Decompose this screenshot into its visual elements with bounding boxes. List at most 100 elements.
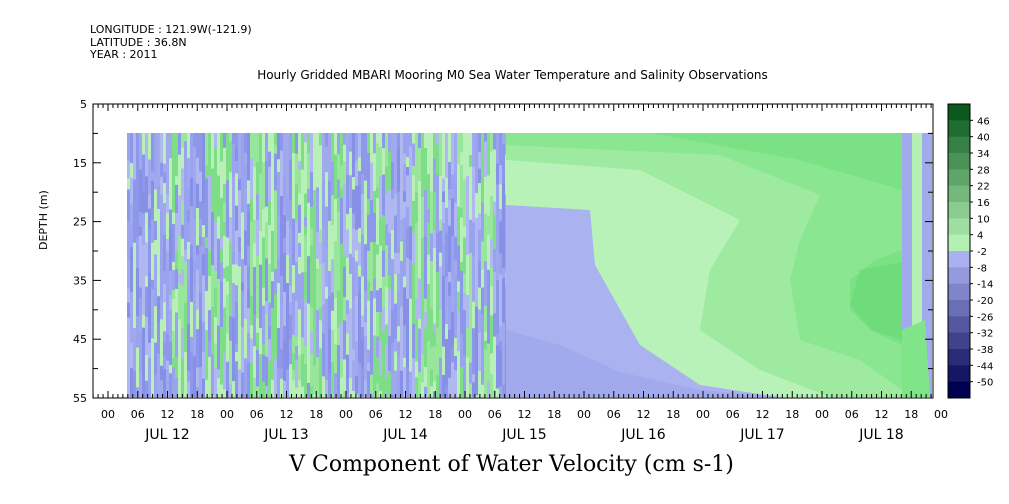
field-streak [433,381,437,392]
field-streak [433,191,437,230]
field-streak [301,169,305,193]
field-streak [355,133,359,161]
field-streak [382,133,386,149]
field-streak [325,298,329,337]
field-streak [259,328,263,355]
field-streak [322,376,326,397]
field-streak [256,181,260,195]
x-hour-label: 00 [339,408,353,421]
field-streak [130,163,134,178]
field-streak [487,295,491,344]
field-streak [343,391,347,397]
field-streak [367,199,371,215]
field-streak [181,224,185,239]
field-streak [169,365,173,374]
field-streak [139,287,143,299]
field-streak [244,310,248,319]
field-streak [232,214,236,252]
field-streak [232,177,236,215]
field-streak [433,323,437,334]
field-streak [247,133,251,181]
field-streak [451,277,455,312]
field-streak [373,242,377,279]
field-streak [178,296,182,320]
field-streak [304,271,308,302]
x-day-label: JUL 13 [263,427,308,443]
field-streak [418,148,422,181]
field-streak [214,147,218,184]
field-streak [415,133,419,181]
field-streak [286,197,290,221]
field-streak [244,288,248,311]
field-streak [190,374,194,397]
field-streak [235,264,239,286]
field-streak [304,235,308,272]
field-streak [244,133,248,154]
field-streak [319,229,323,243]
field-streak [199,237,203,247]
field-streak [322,263,326,305]
field-streak [487,391,491,397]
field-streak [133,179,137,206]
field-streak [184,262,188,303]
field-streak [172,289,176,299]
colorbar-label: -2 [977,247,987,258]
field-streak [361,193,365,235]
field-streak [406,395,410,397]
field-streak [391,374,395,395]
field-streak [196,254,200,270]
field-streak [409,146,413,193]
field-streak [445,232,449,277]
field-streak [160,176,164,195]
field-streak [331,281,335,293]
field-streak [355,341,359,376]
field-streak [466,357,470,397]
field-streak [166,360,170,370]
field-streak [259,354,263,397]
field-streak [148,208,152,230]
field-streak [463,293,467,311]
field-streak [265,258,269,302]
field-streak [145,380,149,397]
field-streak [133,370,137,397]
field-streak [148,310,152,343]
field-streak [436,327,440,376]
field-streak [199,171,203,202]
field-streak [358,322,362,364]
field-streak [232,351,236,382]
x-hour-label: 06 [607,408,621,421]
field-streak [409,298,413,332]
field-streak [310,354,314,387]
y-tick-label: 55 [73,392,87,405]
x-hour-label: 18 [666,408,680,421]
contour-green-2 [506,133,902,390]
field-streak [328,295,332,329]
field-streak [448,189,452,201]
field-streak [346,314,350,334]
field-streak [367,250,371,282]
field-streak [256,350,260,387]
x-hour-label: 00 [577,408,591,421]
field-streak [298,161,302,170]
field-streak [274,294,278,314]
field-streak [340,197,344,244]
field-streak [175,184,179,214]
field-streak [127,160,131,179]
field-streak [367,133,371,153]
field-streak [127,288,131,303]
field-streak [178,378,182,397]
field-streak [292,292,296,335]
field-streak [184,198,188,234]
field-streak [196,309,200,330]
field-streak [289,200,293,228]
field-streak [472,222,476,256]
field-streak [313,284,317,325]
field-streak [484,340,488,350]
field-streak [262,133,266,163]
field-streak [379,288,383,313]
field-streak [295,197,299,222]
field-streak [364,244,368,292]
field-streak [373,359,377,397]
field-streak [469,300,473,339]
field-streak [154,287,158,307]
